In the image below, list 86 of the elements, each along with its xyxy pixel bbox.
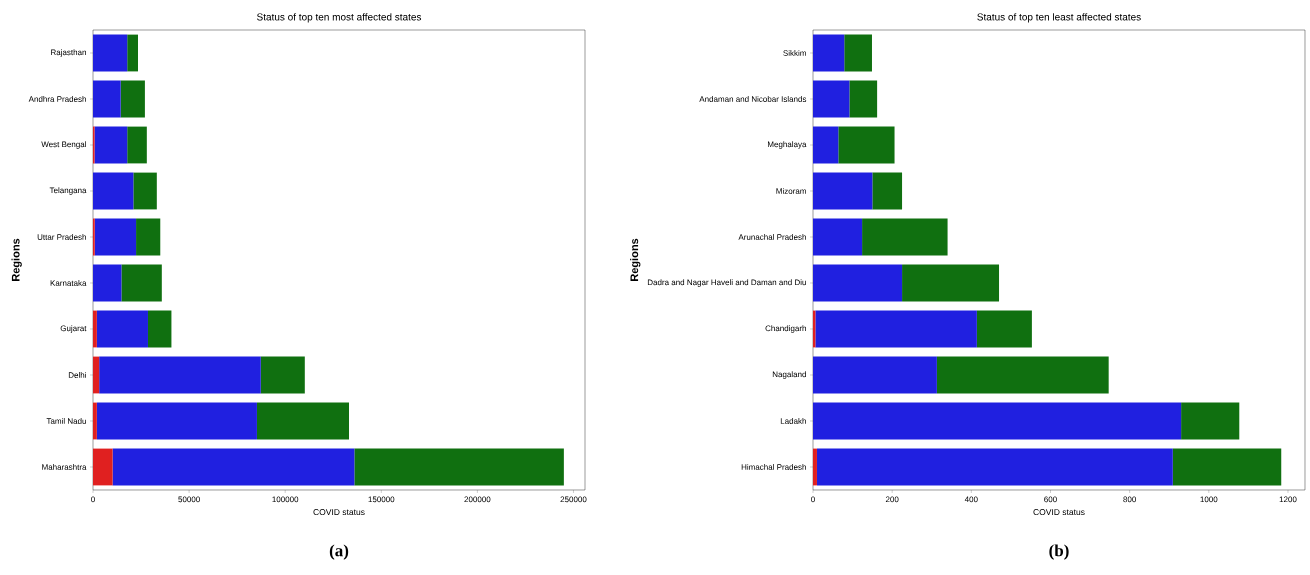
y-tick-label: Meghalaya (767, 141, 807, 149)
y-tick-label: Arunachal Pradesh (738, 234, 806, 240)
x-axis-title: COVID status (1033, 509, 1085, 516)
bar (813, 448, 817, 486)
bar (849, 80, 878, 118)
x-tick-label: 100000 (272, 496, 299, 503)
y-tick-label: West Bengal (41, 141, 86, 149)
bar (813, 34, 845, 72)
bar (1172, 448, 1282, 486)
x-tick-label: 400 (964, 496, 978, 503)
text: (b) (1049, 544, 1069, 560)
bar (976, 310, 1032, 348)
y-tick-label: Andhra Pradesh (28, 96, 86, 102)
x-tick-label: 1200 (1279, 496, 1297, 503)
bar (813, 126, 839, 164)
y-tick-label: Uttar Pradesh (37, 234, 86, 240)
bar (1181, 402, 1240, 440)
bar (862, 218, 948, 256)
y-tick-label: Chandigarh (765, 325, 806, 333)
bar (813, 172, 873, 210)
x-tick-label: 50000 (178, 496, 200, 503)
bar (127, 126, 147, 164)
y-tick-label: Rajasthan (51, 49, 86, 57)
bar (872, 172, 903, 210)
y-tick-label: Sikkim (783, 50, 806, 56)
y-axis-title: Regions (630, 238, 641, 281)
y-tick-label: Dadra and Nagar Haveli and Daman and Diu (647, 279, 806, 287)
bar (260, 356, 305, 394)
y-tick-label: Gujarat (60, 325, 87, 333)
y-tick-label: Mizoram (776, 188, 806, 194)
bar (256, 402, 349, 440)
bar (93, 402, 97, 440)
bar (93, 34, 128, 72)
x-tick-label: 0 (811, 496, 815, 503)
bar (120, 80, 145, 118)
bar (93, 356, 100, 394)
x-axis-title: COVID status (313, 509, 365, 516)
text: (a) (329, 544, 349, 560)
bar (112, 448, 355, 486)
y-tick-label: Himachal Pradesh (741, 464, 806, 470)
bar (844, 34, 872, 72)
bar (93, 172, 134, 210)
x-tick-label: 800 (1123, 496, 1137, 503)
bar (815, 310, 977, 348)
y-tick-label: Andaman and Nicobar Islands (699, 96, 807, 102)
bar (96, 402, 257, 440)
bar (94, 218, 137, 256)
bar (813, 402, 1182, 440)
bar (136, 218, 161, 256)
y-tick-label: Karnataka (50, 280, 87, 286)
bar (93, 80, 121, 118)
bar (936, 356, 1109, 394)
y-tick-label: Tamil Nadu (46, 418, 86, 424)
bar (813, 218, 863, 256)
bar (147, 310, 172, 348)
bar (121, 264, 162, 302)
x-tick-label: 150000 (368, 496, 395, 503)
y-tick-label: Delhi (68, 372, 86, 378)
y-tick-label: Telangana (49, 187, 87, 195)
bar (902, 264, 1000, 302)
bar (813, 80, 850, 118)
chart-title: Status of top ten most affected states (257, 13, 422, 23)
y-tick-label: Maharashtra (42, 464, 87, 470)
bar (133, 172, 157, 210)
y-tick-label: Ladakh (780, 418, 806, 424)
bar (813, 264, 903, 302)
y-axis-title: Regions (11, 238, 22, 281)
bar (96, 310, 148, 348)
x-tick-label: 1000 (1200, 496, 1218, 503)
bar (93, 448, 113, 486)
chart-title: Status of top ten least affected states (977, 13, 1141, 23)
bar (354, 448, 564, 486)
x-tick-label: 250000 (560, 496, 587, 503)
bar (127, 34, 138, 72)
y-tick-label: Nagaland (772, 371, 806, 379)
x-tick-label: 600 (1044, 496, 1057, 503)
bar (93, 310, 97, 348)
bar (94, 126, 128, 164)
x-tick-label: 200 (885, 496, 899, 503)
x-tick-label: 0 (91, 496, 95, 503)
bar (816, 448, 1173, 486)
bar (93, 264, 122, 302)
bar (838, 126, 895, 164)
bar (813, 356, 937, 394)
bar (99, 356, 261, 394)
x-tick-label: 200000 (464, 496, 491, 503)
